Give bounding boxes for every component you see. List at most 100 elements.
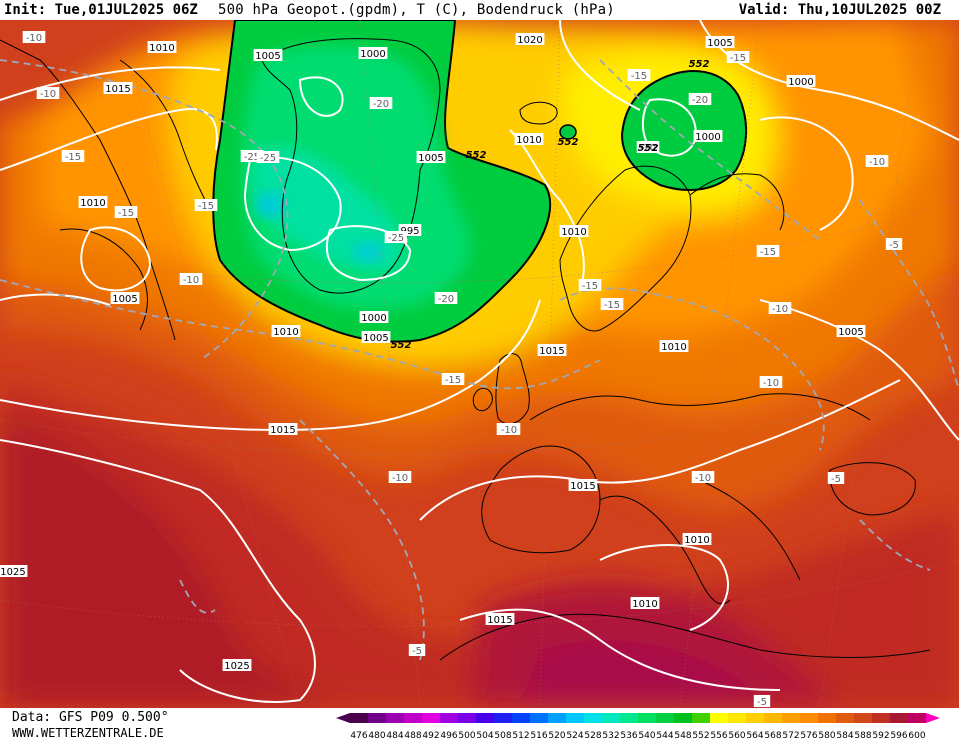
- legend-value: 556: [710, 731, 727, 741]
- pressure-label-box: [271, 325, 301, 337]
- temperature-label-box: [753, 695, 771, 707]
- temperature-label: -15: [760, 247, 776, 258]
- temperature-label-box: [434, 292, 458, 304]
- pressure-label: 1015: [105, 84, 130, 95]
- legend-value: 568: [764, 731, 781, 741]
- legend-value: 560: [728, 731, 745, 741]
- legend-swatch: [476, 713, 494, 723]
- pressure-label-box: [358, 47, 388, 59]
- temperature-label: -10: [40, 89, 56, 100]
- temperature-label: -20: [438, 294, 454, 305]
- legend-value: 540: [638, 731, 655, 741]
- temperature-label-box: [627, 69, 651, 81]
- temperature-label: -10: [26, 33, 42, 44]
- geopotential-label: 552: [638, 143, 659, 154]
- temperature-label: -15: [118, 208, 134, 219]
- legend-value: 484: [386, 731, 403, 741]
- temperature-label: -10: [501, 425, 517, 436]
- pressure-label-box: [361, 331, 391, 343]
- greenland-low: [212, 20, 551, 343]
- pressure-label: 1010: [80, 198, 105, 209]
- pressure-label: 1010: [661, 342, 686, 353]
- temperature-label-box: [827, 472, 845, 484]
- temperature-label-box: [691, 471, 715, 483]
- pressure-label-box: [705, 36, 735, 48]
- temperature-label: -15: [582, 281, 598, 292]
- legend-swatch: [584, 713, 602, 723]
- temperature-label-box: [22, 31, 46, 43]
- legend-value: 580: [818, 731, 835, 741]
- temperature-label-box: [408, 644, 426, 656]
- scandinavia-low: [559, 70, 747, 191]
- temperature-label: -10: [772, 304, 788, 315]
- pressure-label: 995: [400, 226, 419, 237]
- legend-swatch: [638, 713, 656, 723]
- temperature-label: -10: [183, 275, 199, 286]
- data-source: Data: GFS P09 0.500°: [12, 710, 169, 725]
- legend-value: 548: [674, 731, 691, 741]
- temperature-label: -10: [695, 473, 711, 484]
- temperature-label-box: [194, 199, 218, 211]
- temperature-label: -5: [831, 474, 841, 485]
- temperature-label: -10: [869, 157, 885, 168]
- legend-value: 576: [800, 731, 817, 741]
- pressure-label-box: [0, 565, 28, 577]
- pressure-label-box: [786, 75, 816, 87]
- pressure-label-box: [78, 196, 108, 208]
- temperature-label-box: [600, 298, 624, 310]
- pressure-label-box: [559, 225, 589, 237]
- pressure-label-box: [222, 659, 252, 671]
- legend-swatch: [530, 713, 548, 723]
- pressure-label: 1010: [273, 327, 298, 338]
- legend-swatch: [422, 713, 440, 723]
- legend-swatch: [620, 713, 638, 723]
- legend-swatch: [404, 713, 422, 723]
- legend-value: 596: [890, 731, 907, 741]
- map-title: 500 hPa Geopot.(gpdm), T (C), Bodendruck…: [218, 2, 615, 18]
- legend-value: 492: [422, 731, 439, 741]
- legend-value: 476: [350, 731, 367, 741]
- legend-swatch: [764, 713, 782, 723]
- pressure-label: 1000: [361, 313, 386, 324]
- legend-value: 584: [836, 731, 853, 741]
- legend-swatch: [368, 713, 386, 723]
- pressure-label-box: [682, 533, 712, 545]
- pressure-label-box: [836, 325, 866, 337]
- temperature-label: -20: [640, 143, 656, 154]
- pressure-label: 1010: [684, 535, 709, 546]
- pressure-label: 1005: [838, 327, 863, 338]
- pressure-label: 1010: [149, 43, 174, 54]
- legend-swatch: [602, 713, 620, 723]
- legend-swatch: [854, 713, 872, 723]
- weather-map: 1010 1015 1005 1000 1020 1005 1000 995 1000 1005 1…: [0, 20, 959, 708]
- legend-value: 512: [512, 731, 529, 741]
- pressure-label-box: [253, 49, 283, 61]
- pressure-label: 1015: [487, 615, 512, 626]
- legend-value: 500: [458, 731, 475, 741]
- pressure-label: 1000: [695, 132, 720, 143]
- legend-value: 588: [854, 731, 871, 741]
- pressure-label-box: [514, 133, 544, 145]
- legend-value: 536: [620, 731, 637, 741]
- geopotential-label: 552: [466, 150, 487, 161]
- legend-value: 572: [782, 731, 799, 741]
- geopotential-label: 552: [558, 137, 579, 148]
- temperature-label-box: [384, 231, 408, 243]
- temperature-label: -15: [604, 300, 620, 311]
- legend-value: 520: [548, 731, 565, 741]
- legend-arrow-left: [336, 713, 350, 723]
- pressure-label-box: [537, 344, 567, 356]
- legend-value: 504: [476, 731, 493, 741]
- temperature-label-box: [179, 273, 203, 285]
- temperature-label: -20: [692, 95, 708, 106]
- legend-value: 532: [602, 731, 619, 741]
- temperature-label-box: [578, 279, 602, 291]
- pressure-label-box: [693, 130, 723, 142]
- temperature-label-box: [768, 302, 792, 314]
- temperature-label: -10: [763, 378, 779, 389]
- pressure-labels: 1010 1015 1005 1000 1020 1005 1000 995 1000 1005 1…: [0, 33, 866, 672]
- temperature-label-box: [688, 93, 712, 105]
- legend-swatch: [692, 713, 710, 723]
- pressure-label: 1000: [360, 49, 385, 60]
- temperature-isotherms: [0, 59, 959, 661]
